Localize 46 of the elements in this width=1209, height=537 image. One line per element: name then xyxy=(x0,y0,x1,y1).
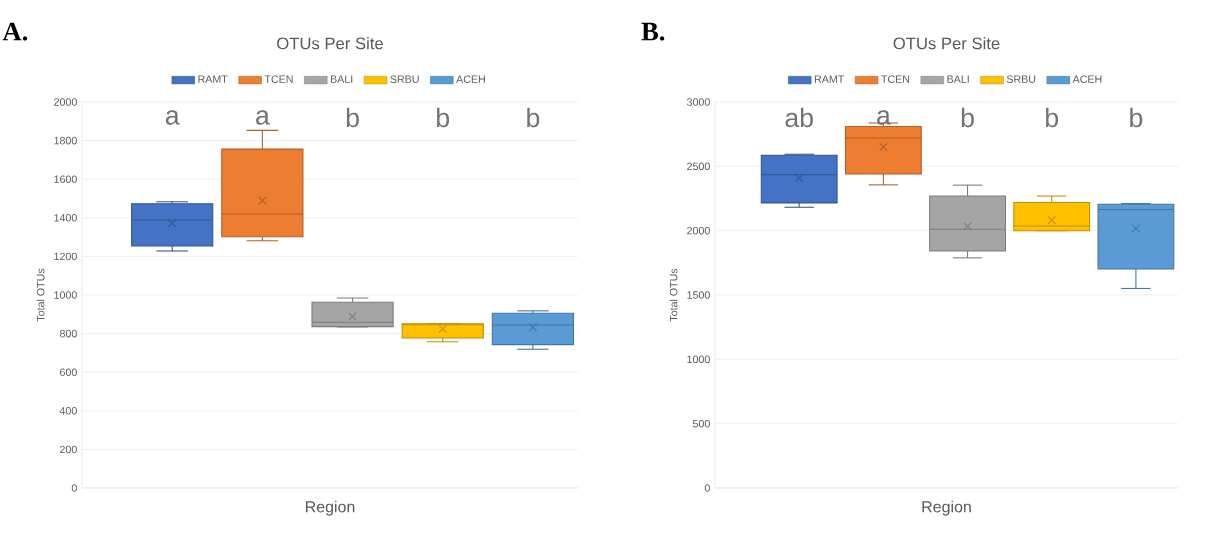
y-tick-label: 500 xyxy=(692,419,710,428)
y-tick-label: 2000 xyxy=(687,226,710,235)
y-tick-label: 1400 xyxy=(54,214,77,222)
y-tick-label: 1200 xyxy=(54,252,77,261)
legend-label: SRBU xyxy=(390,75,419,83)
annotation: b xyxy=(346,107,359,128)
y-axis-title: Total OTUs xyxy=(669,268,678,322)
annotation: ab xyxy=(785,107,813,128)
legend-label: TCEN xyxy=(264,75,293,83)
y-tick-label: 0 xyxy=(704,484,710,492)
y-axis-title: Total OTUs xyxy=(36,268,45,322)
y-tick-label: 1800 xyxy=(54,136,77,145)
legend-label: RAMT xyxy=(814,75,845,83)
annotation: a xyxy=(165,110,180,125)
y-tick-label: 1000 xyxy=(687,355,710,364)
annotation: b xyxy=(961,107,974,128)
legend-label: BALI xyxy=(947,75,969,83)
legend-label: TCEN xyxy=(881,75,910,83)
legend-label: ACEH xyxy=(456,75,485,83)
legend-label: BALI xyxy=(330,75,353,83)
y-tick-label: 1000 xyxy=(54,291,77,299)
y-tick-label: 200 xyxy=(60,445,77,454)
annotation: b xyxy=(1046,107,1059,128)
annotation: b xyxy=(527,107,540,128)
y-tick-label: 2000 xyxy=(54,98,77,106)
y-tick-label: 0 xyxy=(71,484,77,492)
y-tick-label: 400 xyxy=(59,407,77,415)
annotation: a xyxy=(877,110,891,125)
y-tick-label: 1500 xyxy=(687,291,710,299)
legend-label: ACEH xyxy=(1072,75,1102,83)
x-axis-title: Region xyxy=(305,500,355,516)
annotation: b xyxy=(437,107,450,128)
text: B. xyxy=(641,22,665,41)
legend-label: RAMT xyxy=(198,75,228,83)
chart-title: OTUs Per Site xyxy=(893,37,1000,50)
y-tick-label: 1600 xyxy=(54,175,77,183)
chart-title: OTUs Per Site xyxy=(277,37,383,50)
y-tick-label: 800 xyxy=(59,329,77,338)
y-tick-label: 3000 xyxy=(686,98,710,106)
y-tick-label: 2500 xyxy=(687,162,710,171)
annotation: b xyxy=(1130,107,1143,128)
x-axis-title: Region xyxy=(922,500,971,516)
y-tick-label: 600 xyxy=(60,368,77,376)
annotation: a xyxy=(256,110,270,125)
text: A. xyxy=(2,22,28,41)
legend-label: SRBU xyxy=(1006,75,1036,83)
